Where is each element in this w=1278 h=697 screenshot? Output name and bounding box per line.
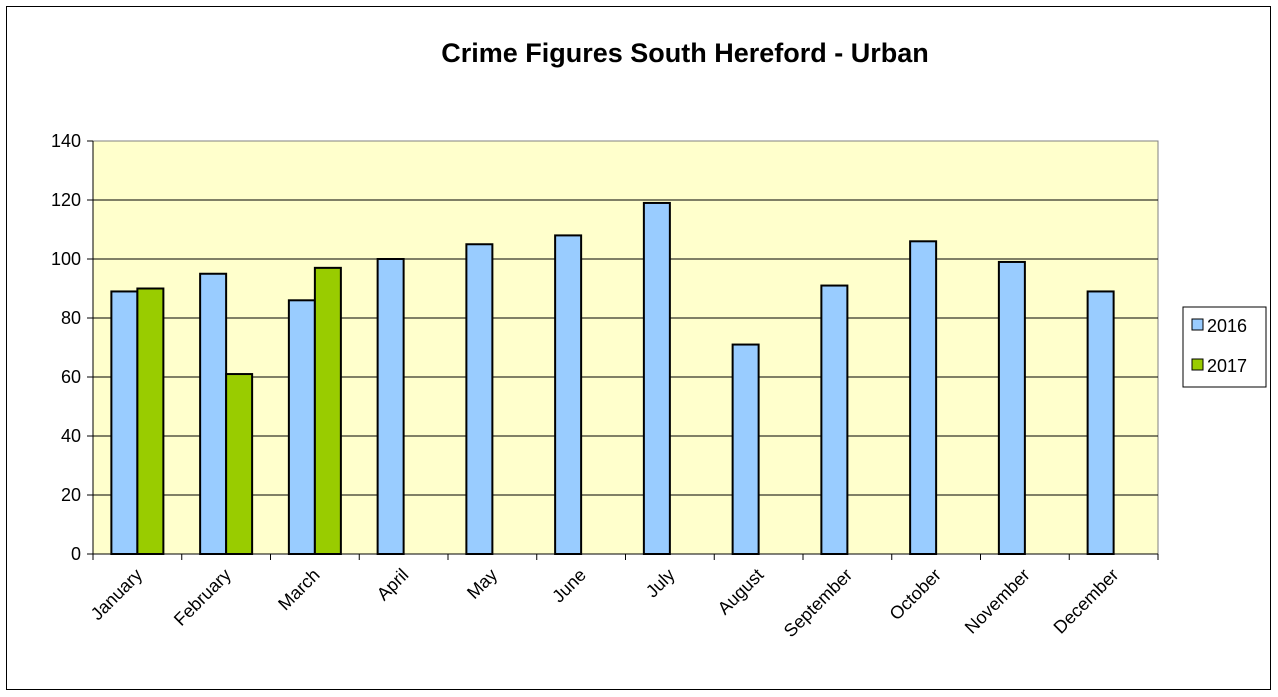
bar-2016-february — [199, 272, 228, 555]
x-tick-label: April — [373, 565, 413, 605]
y-tick-label: 0 — [71, 544, 81, 564]
y-tick-label: 120 — [51, 190, 81, 210]
y-tick-label: 60 — [61, 367, 81, 387]
bars — [110, 201, 1115, 556]
bar-2016-june — [554, 234, 583, 555]
x-tick-label: August — [714, 565, 768, 619]
chart-title: Crime Figures South Hereford - Urban — [441, 38, 929, 68]
x-tick-label: January — [87, 565, 146, 624]
bar-2016-december — [1086, 290, 1115, 555]
legend-swatch-2017 — [1191, 358, 1204, 371]
legend: 2016 2017 — [1182, 306, 1267, 388]
legend-label-2017: 2017 — [1207, 356, 1247, 376]
bar-2017-january — [136, 287, 165, 555]
bar-2016-april — [376, 258, 405, 555]
x-tick-label: December — [1050, 565, 1123, 638]
legend-label-2016: 2016 — [1207, 316, 1247, 336]
y-tick-label: 80 — [61, 308, 81, 328]
bar-2016-september — [820, 284, 849, 555]
bar-2016-may — [465, 243, 494, 555]
x-tick-label: October — [886, 565, 945, 624]
x-tick-label: March — [274, 565, 324, 615]
y-tick-label: 40 — [61, 426, 81, 446]
gridlines — [93, 199, 1158, 496]
plot-area — [92, 140, 1159, 555]
x-tick-label: May — [463, 565, 501, 603]
bar-2017-march — [313, 266, 342, 555]
x-tick-label: July — [642, 565, 679, 602]
x-tick-label: June — [548, 565, 590, 607]
x-tick-label: November — [961, 565, 1034, 638]
bar-2016-october — [909, 240, 938, 556]
bar-2016-march — [287, 299, 316, 555]
bar-2016-november — [997, 260, 1026, 555]
bar-2016-august — [731, 343, 760, 555]
y-tick-label: 100 — [51, 249, 81, 269]
bar-2017-february — [225, 373, 254, 555]
y-tick-label: 140 — [51, 131, 81, 151]
bar-2016-july — [642, 201, 671, 555]
x-tick-label: September — [780, 565, 856, 641]
x-tick-label: February — [170, 565, 235, 630]
y-tick-label: 20 — [61, 485, 81, 505]
bar-2016-january — [110, 290, 139, 555]
y-axis: 0 20 40 60 80 100 120 140 — [51, 131, 94, 564]
x-axis: January February March April May June July Augu… — [87, 553, 1159, 641]
legend-swatch-2016 — [1191, 318, 1204, 331]
